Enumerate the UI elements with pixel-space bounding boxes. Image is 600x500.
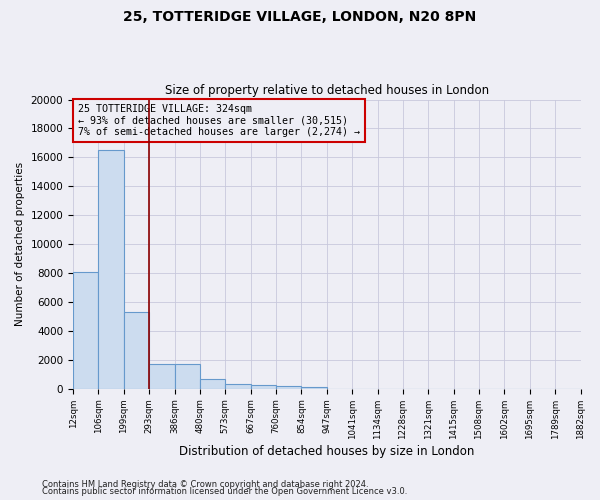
Bar bbox=[276, 386, 301, 389]
Text: 25 TOTTERIDGE VILLAGE: 324sqm
← 93% of detached houses are smaller (30,515)
7% o: 25 TOTTERIDGE VILLAGE: 324sqm ← 93% of d… bbox=[78, 104, 360, 137]
Bar bbox=[251, 385, 276, 389]
Y-axis label: Number of detached properties: Number of detached properties bbox=[15, 162, 25, 326]
Bar bbox=[149, 364, 175, 389]
Text: 25, TOTTERIDGE VILLAGE, LONDON, N20 8PN: 25, TOTTERIDGE VILLAGE, LONDON, N20 8PN bbox=[124, 10, 476, 24]
Text: Contains HM Land Registry data © Crown copyright and database right 2024.: Contains HM Land Registry data © Crown c… bbox=[42, 480, 368, 489]
X-axis label: Distribution of detached houses by size in London: Distribution of detached houses by size … bbox=[179, 444, 475, 458]
Text: Contains public sector information licensed under the Open Government Licence v3: Contains public sector information licen… bbox=[42, 488, 407, 496]
Bar bbox=[225, 384, 251, 389]
Bar bbox=[200, 380, 225, 389]
Bar bbox=[98, 150, 124, 389]
Bar bbox=[175, 364, 200, 389]
Bar bbox=[124, 312, 149, 389]
Bar bbox=[73, 272, 98, 389]
Title: Size of property relative to detached houses in London: Size of property relative to detached ho… bbox=[165, 84, 489, 97]
Bar bbox=[301, 388, 327, 389]
